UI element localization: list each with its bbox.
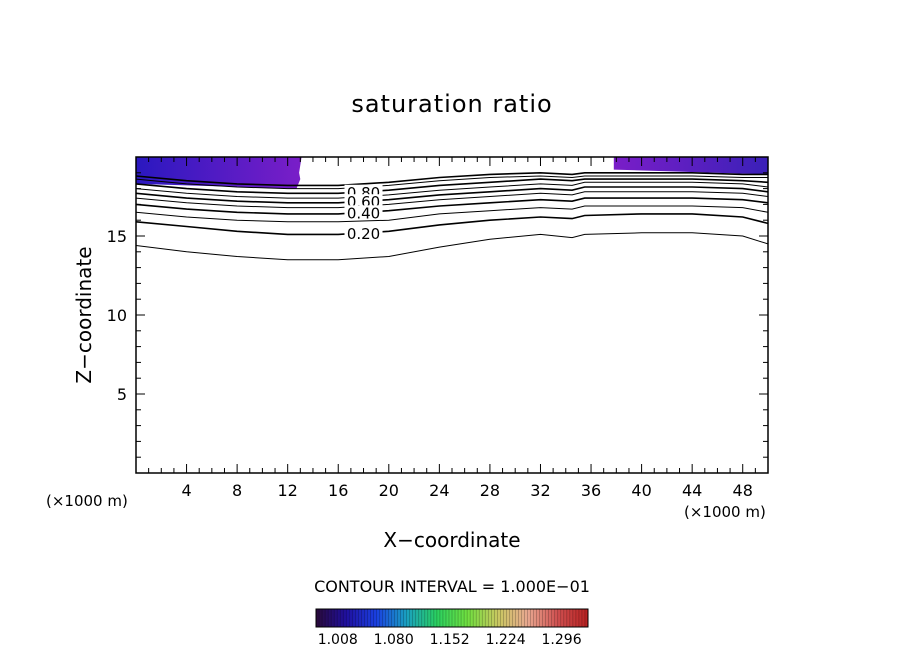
x-tick-label: 4: [181, 481, 191, 500]
colorbar-tick-label: 1.152: [430, 632, 470, 648]
contour-line: [136, 181, 768, 199]
y-tick-label: 10: [107, 306, 127, 325]
shaded-region-1: [136, 157, 302, 189]
contour-label: 0.40: [347, 204, 380, 222]
y-tick-label: 15: [107, 227, 127, 246]
contour-lines: [136, 171, 768, 261]
colorbar-tick-label: 1.008: [318, 632, 358, 648]
shaded-regions: [136, 157, 768, 189]
x-tick-label: 12: [278, 481, 298, 500]
x-tick-label: 40: [631, 481, 651, 500]
colorbar-fill: [316, 609, 588, 627]
contour-line: [136, 197, 768, 215]
contour-line: [136, 186, 768, 204]
x-tick-label: 8: [232, 481, 242, 500]
contour-labels: 0.800.600.400.20: [344, 184, 383, 243]
contour-line: [136, 178, 768, 195]
x-axis-ticks: 4 8 12 16 20 24 28 32 36 40 44 48: [148, 157, 756, 500]
contour-line: [136, 213, 768, 236]
contour-label-bg: [344, 205, 383, 220]
x-tick-label: 36: [581, 481, 601, 500]
shaded-region-2: [613, 157, 768, 175]
x-tick-label: 28: [480, 481, 500, 500]
z-unit-label: (×1000 m): [46, 492, 128, 510]
x-tick-label: 20: [379, 481, 399, 500]
x-tick-label: 48: [733, 481, 753, 500]
colorbar-tick-label: 1.296: [542, 632, 582, 648]
contour-line: [136, 205, 768, 223]
y-tick-label: 5: [117, 385, 127, 404]
contour-line: [136, 232, 768, 261]
contour-line: [136, 175, 768, 190]
colorbar: 1.008 1.080 1.152 1.224 1.296: [315, 608, 589, 648]
x-tick-label: 24: [429, 481, 449, 500]
y-axis-ticks: 5 10 15: [107, 172, 768, 458]
x-tick-label: 32: [530, 481, 550, 500]
contour-label-bg: [344, 194, 383, 209]
contour-interval-label: CONTOUR INTERVAL = 1.000E−01: [314, 577, 590, 596]
colorbar-tick-label: 1.224: [486, 632, 526, 648]
chart-title: saturation ratio: [351, 90, 552, 118]
y-axis-title: Z−coordinate: [72, 246, 96, 383]
x-tick-label: 16: [328, 481, 348, 500]
contour-label: 0.20: [347, 225, 380, 243]
x-axis-title: X−coordinate: [383, 528, 520, 552]
x-tick-label: 44: [682, 481, 702, 500]
colorbar-frame: [315, 608, 589, 628]
contour-label-bg: [344, 225, 383, 240]
x-unit-label: (×1000 m): [684, 503, 766, 521]
contour-line: [136, 191, 768, 209]
colorbar-tick-label: 1.080: [374, 632, 414, 648]
contour-line: [136, 171, 768, 187]
